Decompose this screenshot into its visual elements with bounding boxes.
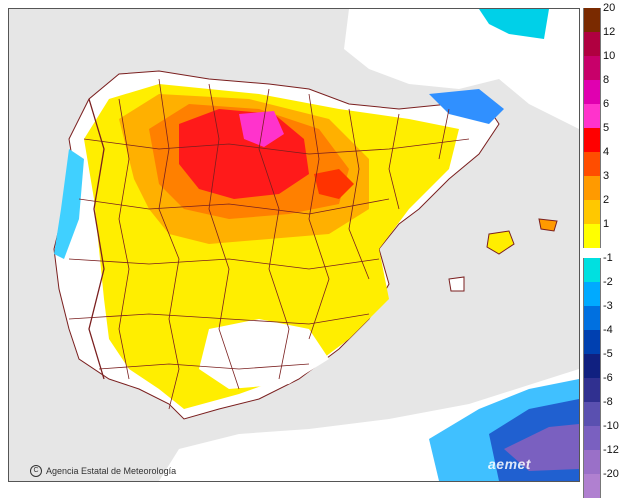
anomaly-ne-patch xyxy=(314,169,354,199)
legend-swatch-neg12 xyxy=(583,450,601,474)
legend-tick-label: 8 xyxy=(603,74,610,86)
france-land xyxy=(344,9,579,129)
cold-anomaly-atlantic xyxy=(54,149,84,259)
cold-anomaly-pyrenees xyxy=(429,89,504,124)
legend-tick-label: -10 xyxy=(603,420,619,432)
legend-swatch-neg3 xyxy=(583,306,601,330)
province-borders xyxy=(68,78,470,410)
color-legend: 20 12 10 8 6 5 4 3 2 1 -1 -2 -3 -4 -5 -6 -8 -10 -12 -20 xyxy=(583,3,623,498)
legend-tick-label: 4 xyxy=(603,146,610,158)
legend-swatch-neg4 xyxy=(583,330,601,354)
legend-tick-label: 2 xyxy=(603,194,610,206)
legend-swatch-4 xyxy=(583,152,601,176)
legend-tick-label: -2 xyxy=(603,276,613,288)
legend-swatch-neg5 xyxy=(583,354,601,378)
legend-swatch-12 xyxy=(583,32,601,56)
legend-tick-label: -12 xyxy=(603,444,619,456)
legend-swatch-neg8 xyxy=(583,402,601,426)
legend-tick-label: -3 xyxy=(603,300,613,312)
portugal-border xyxy=(88,98,105,380)
anomaly-6-area xyxy=(239,111,284,147)
legend-swatch-20 xyxy=(583,8,601,32)
legend-tick-label: 12 xyxy=(603,26,616,38)
legend-tick-label: 1 xyxy=(603,218,610,230)
legend-tick-label: -1 xyxy=(603,252,613,264)
credit-line: C Agencia Estatal de Meteorología xyxy=(30,465,176,477)
legend-tick-label: 5 xyxy=(603,122,610,134)
legend-tick-label: -20 xyxy=(603,468,619,480)
legend-swatch-neg10 xyxy=(583,426,601,450)
legend-swatch-neg20 xyxy=(583,474,601,498)
legend-tick-label: -5 xyxy=(603,348,613,360)
legend-swatch-3 xyxy=(583,176,601,200)
legend-tick-label: 6 xyxy=(603,98,610,110)
legend-tick-label: 3 xyxy=(603,170,610,182)
legend-tick-label: -6 xyxy=(603,372,613,384)
legend-tick-label: -8 xyxy=(603,396,613,408)
cold-anomaly-atlas-deep xyxy=(504,424,579,471)
aemet-logo: aemet xyxy=(488,456,531,472)
copyright-icon: C xyxy=(30,465,42,477)
mallorca xyxy=(486,230,515,255)
legend-swatch-neg2 xyxy=(583,282,601,306)
legend-swatch-neg6 xyxy=(583,378,601,402)
legend-tick-label: 10 xyxy=(603,50,616,62)
legend-swatch-1 xyxy=(583,224,601,248)
temperature-anomaly-map xyxy=(8,8,580,482)
map-canvas xyxy=(9,9,579,481)
legend-swatch-neg1 xyxy=(583,258,601,282)
legend-tick-label: 20 xyxy=(603,2,616,14)
legend-swatch-6 xyxy=(583,104,601,128)
legend-swatch-8 xyxy=(583,80,601,104)
legend-tick-label: -4 xyxy=(603,324,613,336)
legend-swatch-2 xyxy=(583,200,601,224)
ibiza xyxy=(448,276,465,292)
credit-text: Agencia Estatal de Meteorología xyxy=(46,466,177,476)
legend-swatch-5 xyxy=(583,128,601,152)
no-anomaly-south xyxy=(199,319,329,389)
menorca xyxy=(538,218,558,232)
legend-swatch-10 xyxy=(583,56,601,80)
cold-anomaly-north xyxy=(479,9,549,39)
